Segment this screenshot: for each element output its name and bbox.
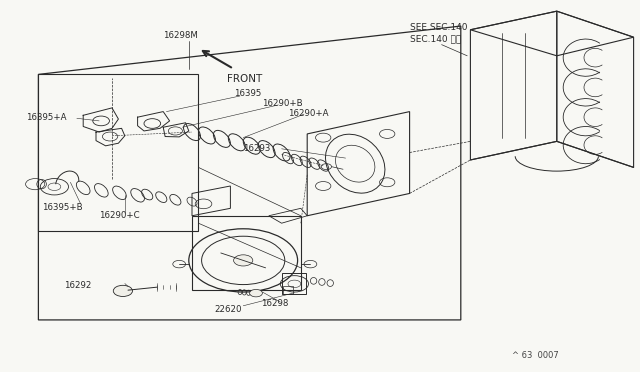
Text: 16395+B: 16395+B <box>42 203 82 212</box>
Text: SEC.140 参照: SEC.140 参照 <box>410 35 461 44</box>
Text: ^ 63  0007: ^ 63 0007 <box>512 351 559 360</box>
Bar <box>282 273 306 294</box>
Text: 16395+A: 16395+A <box>26 113 66 122</box>
Text: 16298M: 16298M <box>163 31 198 40</box>
Text: 16395: 16395 <box>234 89 261 98</box>
Text: FRONT: FRONT <box>227 74 262 84</box>
Text: 16292: 16292 <box>64 281 92 290</box>
Bar <box>283 286 293 294</box>
Text: 16290+A: 16290+A <box>288 109 328 118</box>
Circle shape <box>113 285 132 296</box>
Circle shape <box>250 289 262 297</box>
Text: 16290+C: 16290+C <box>99 211 140 220</box>
Text: 22620: 22620 <box>214 305 242 314</box>
Text: 16298: 16298 <box>261 299 289 308</box>
Text: 16293: 16293 <box>243 144 271 153</box>
Circle shape <box>234 255 253 266</box>
Text: 16290+B: 16290+B <box>262 99 303 108</box>
Text: SEE SEC.140: SEE SEC.140 <box>410 23 467 32</box>
